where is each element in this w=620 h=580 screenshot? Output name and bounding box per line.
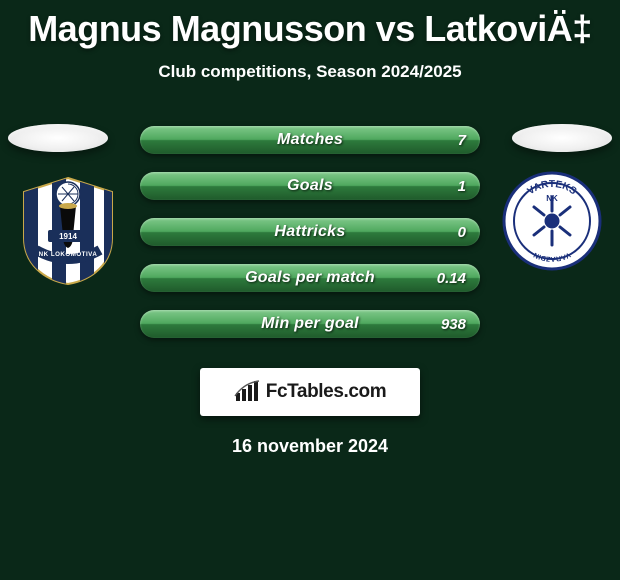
comparison-panel: 1914 NK LOKOMOTIVA VARTEKS VARAZDIN — [0, 106, 620, 346]
stat-label: Goals per match — [245, 269, 375, 287]
stat-value: 0 — [458, 224, 466, 241]
stat-value: 0.14 — [437, 270, 466, 287]
bar-chart-icon — [234, 379, 260, 405]
svg-text:NK LOKOMOTIVA: NK LOKOMOTIVA — [39, 251, 98, 258]
brand-logo-box: FcTables.com — [200, 368, 420, 416]
stat-bar-min-per-goal: Min per goal 938 — [140, 310, 480, 338]
club-badge-left: 1914 NK LOKOMOTIVA — [18, 176, 118, 286]
club-badge-icon: VARTEKS VARAZDIN NK — [502, 166, 602, 276]
stat-bar-matches: Matches 7 — [140, 126, 480, 154]
shield-icon: 1914 NK LOKOMOTIVA — [18, 176, 118, 286]
stat-label: Hattricks — [274, 223, 345, 241]
date-text: 16 november 2024 — [0, 436, 620, 457]
stat-bar-goals: Goals 1 — [140, 172, 480, 200]
stat-bar-hattricks: Hattricks 0 — [140, 218, 480, 246]
svg-text:NK: NK — [546, 194, 558, 203]
stat-value: 7 — [458, 132, 466, 149]
stat-value: 938 — [441, 316, 466, 333]
stat-value: 1 — [458, 178, 466, 195]
leaf-oval-right — [512, 124, 612, 152]
svg-text:1914: 1914 — [59, 232, 77, 241]
stat-bar-goals-per-match: Goals per match 0.14 — [140, 264, 480, 292]
stat-bars: Matches 7 Goals 1 Hattricks 0 Goals per … — [140, 106, 480, 338]
brand-name: FcTables.com — [266, 381, 387, 403]
club-badge-right: VARTEKS VARAZDIN NK — [502, 166, 602, 276]
stat-label: Goals — [287, 177, 333, 195]
page-title: Magnus Magnusson vs LatkoviÄ‡ — [0, 0, 620, 50]
leaf-oval-left — [8, 124, 108, 152]
subtitle: Club competitions, Season 2024/2025 — [0, 62, 620, 82]
stat-label: Min per goal — [261, 315, 359, 333]
stat-label: Matches — [277, 131, 343, 149]
